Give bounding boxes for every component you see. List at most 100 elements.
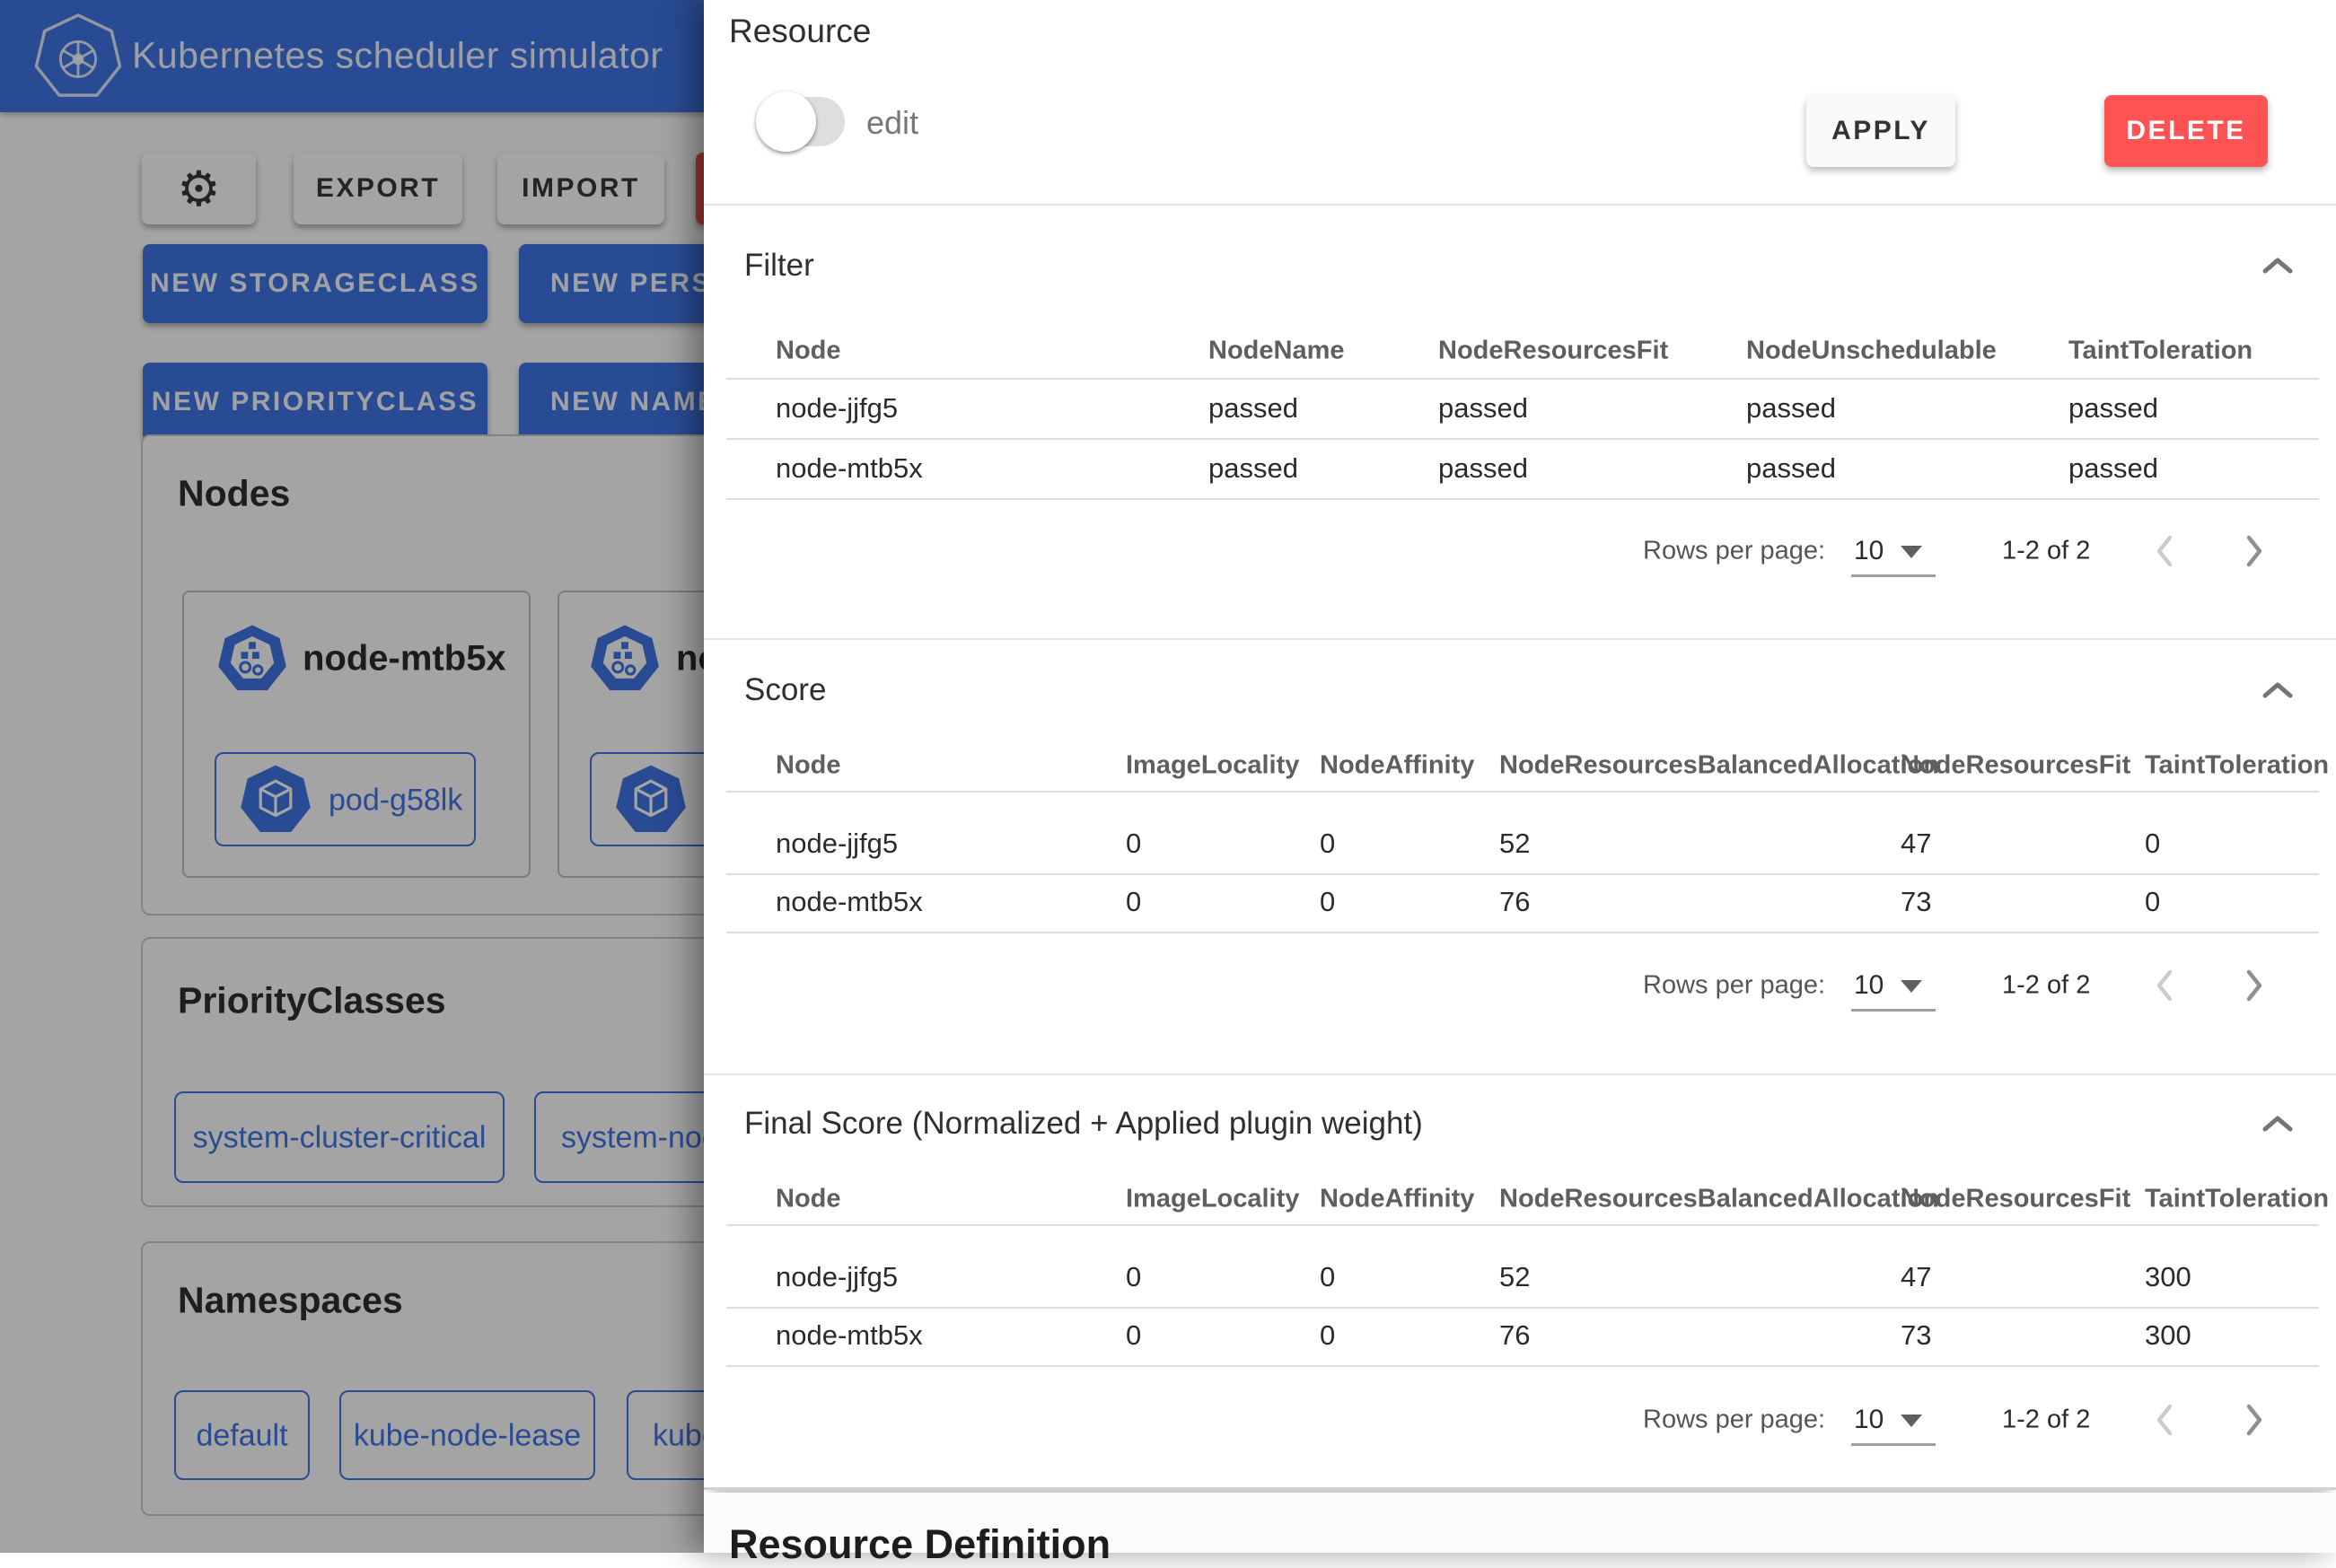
rows-per-page-label: Rows per page: <box>1643 971 1825 1001</box>
resource-drawer: Resource edit APPLY DELETE Filter Node N… <box>704 0 2336 1553</box>
cell: node-jjfg5 <box>776 392 898 425</box>
column-header: TaintToleration <box>2145 751 2329 781</box>
column-header: NodeUnschedulable <box>1746 337 1997 366</box>
caret-down-icon[interactable] <box>1901 546 1922 558</box>
pagination-range: 1-2 of 2 <box>2002 537 2090 566</box>
delete-button[interactable]: DELETE <box>2104 95 2268 167</box>
table-line <box>726 1224 2319 1226</box>
table-line <box>726 1307 2319 1309</box>
table-line <box>726 438 2319 440</box>
chevron-left-icon[interactable] <box>2151 531 2178 571</box>
caret-down-icon[interactable] <box>1901 980 1922 993</box>
cell: 0 <box>1320 1319 1335 1352</box>
cell: 300 <box>2145 1261 2191 1293</box>
apply-button[interactable]: APPLY <box>1806 95 1955 167</box>
cell: 0 <box>2145 886 2160 918</box>
table-line <box>726 791 2319 793</box>
cell: 76 <box>1499 1319 1530 1352</box>
column-header: NodeResourcesBalancedAllocation <box>1499 751 1939 781</box>
divider <box>704 1073 2336 1075</box>
divider <box>704 638 2336 640</box>
column-header: NodeName <box>1208 337 1345 366</box>
column-header: NodeResourcesFit <box>1901 751 2130 781</box>
scores-card-bottom-edge <box>704 1463 2336 1490</box>
column-header: Node <box>776 337 841 366</box>
cell: 0 <box>2145 828 2160 860</box>
select-underline <box>1851 574 1936 577</box>
cell: 73 <box>1901 886 1931 918</box>
cell: 47 <box>1901 828 1931 860</box>
cell: node-mtb5x <box>776 1319 923 1352</box>
cell: 73 <box>1901 1319 1931 1352</box>
cell: node-jjfg5 <box>776 1261 898 1293</box>
chevron-up-icon[interactable] <box>2261 256 2295 276</box>
edit-toggle[interactable] <box>759 97 845 146</box>
column-header: NodeAffinity <box>1320 1185 1474 1214</box>
chevron-right-icon[interactable] <box>2241 1400 2268 1440</box>
rows-per-page-select[interactable]: 10 <box>1854 1405 1884 1435</box>
table-line <box>726 1365 2319 1367</box>
cell: passed <box>1438 392 1528 425</box>
column-header: TaintToleration <box>2145 1185 2329 1214</box>
cell: 0 <box>1126 886 1141 918</box>
chevron-left-icon[interactable] <box>2151 966 2178 1005</box>
rows-per-page-select[interactable]: 10 <box>1854 970 1884 1001</box>
edit-toggle-label: edit <box>866 104 918 142</box>
cell: passed <box>1746 392 1836 425</box>
column-header: NodeResourcesFit <box>1438 337 1668 366</box>
cell: passed <box>1208 452 1298 485</box>
toggle-thumb-icon <box>756 92 816 152</box>
cell: 0 <box>1320 828 1335 860</box>
cell: 47 <box>1901 1261 1931 1293</box>
column-header: NodeResourcesFit <box>1901 1185 2130 1214</box>
column-header: Node <box>776 1185 841 1214</box>
table-line <box>726 498 2319 500</box>
cell: 0 <box>1320 1261 1335 1293</box>
chevron-up-icon[interactable] <box>2261 680 2295 700</box>
chevron-up-icon[interactable] <box>2261 1114 2295 1134</box>
table-line <box>726 873 2319 875</box>
cell: node-mtb5x <box>776 452 923 485</box>
column-header: Node <box>776 751 841 781</box>
cell: 52 <box>1499 828 1530 860</box>
cell: passed <box>2068 392 2158 425</box>
select-underline <box>1851 1009 1936 1012</box>
rows-per-page-label: Rows per page: <box>1643 1406 1825 1435</box>
cell: passed <box>1438 452 1528 485</box>
cell: passed <box>1208 392 1298 425</box>
column-header: TaintToleration <box>2068 337 2253 366</box>
table-line <box>726 378 2319 380</box>
cell: node-jjfg5 <box>776 828 898 860</box>
cell: node-mtb5x <box>776 886 923 918</box>
chevron-left-icon[interactable] <box>2151 1400 2178 1440</box>
pagination-range: 1-2 of 2 <box>2002 971 2090 1001</box>
drawer-title: Resource <box>729 13 871 50</box>
score-section-title: Score <box>744 672 826 708</box>
chevron-right-icon[interactable] <box>2241 531 2268 571</box>
divider <box>704 204 2336 206</box>
select-underline <box>1851 1443 1936 1446</box>
cell: 300 <box>2145 1319 2191 1352</box>
column-header: NodeAffinity <box>1320 751 1474 781</box>
cell: 0 <box>1126 828 1141 860</box>
caret-down-icon[interactable] <box>1901 1415 1922 1427</box>
filter-section-title: Filter <box>744 248 814 284</box>
column-header: ImageLocality <box>1126 1185 1299 1214</box>
resource-definition-title: Resource Definition <box>729 1521 1111 1568</box>
cell: passed <box>2068 452 2158 485</box>
rows-per-page-label: Rows per page: <box>1643 537 1825 566</box>
resource-definition-section: Resource Definition <box>704 1493 2336 1553</box>
rows-per-page-select[interactable]: 10 <box>1854 536 1884 566</box>
cell: 0 <box>1320 886 1335 918</box>
cell: 0 <box>1126 1319 1141 1352</box>
table-line <box>726 932 2319 933</box>
column-header: NodeResourcesBalancedAllocation <box>1499 1185 1939 1214</box>
column-header: ImageLocality <box>1126 751 1299 781</box>
cell: 52 <box>1499 1261 1530 1293</box>
cell: 76 <box>1499 886 1530 918</box>
final-score-section-title: Final Score (Normalized + Applied plugin… <box>744 1106 1423 1142</box>
cell: passed <box>1746 452 1836 485</box>
pagination-range: 1-2 of 2 <box>2002 1406 2090 1435</box>
chevron-right-icon[interactable] <box>2241 966 2268 1005</box>
cell: 0 <box>1126 1261 1141 1293</box>
